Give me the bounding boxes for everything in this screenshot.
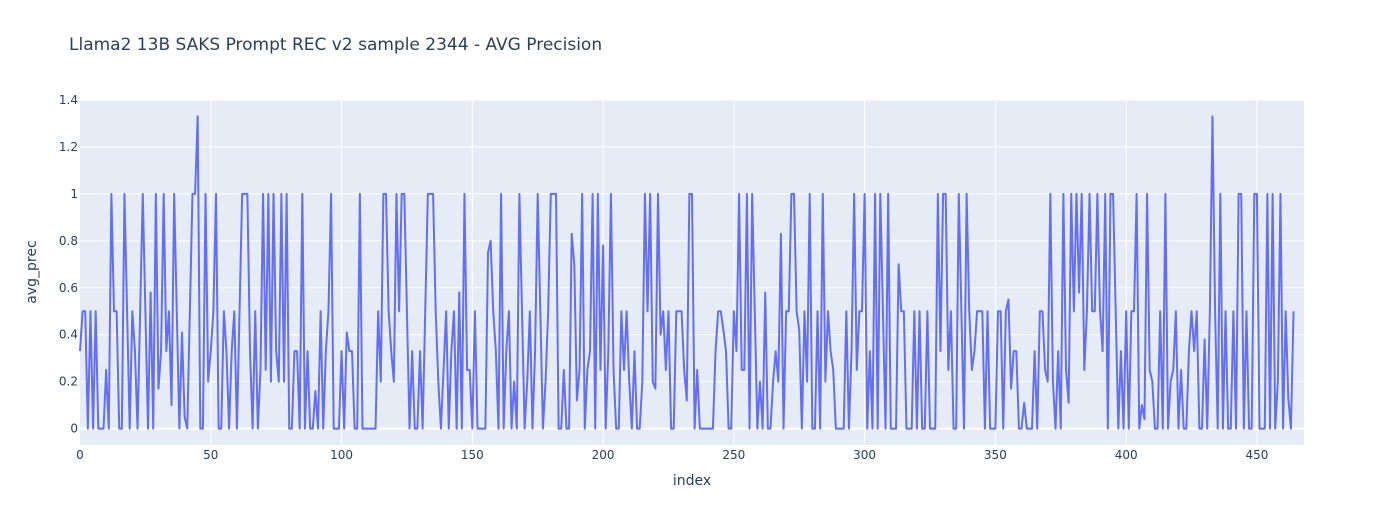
chart-title: Llama2 13B SAKS Prompt REC v2 sample 234… — [69, 35, 602, 55]
x-tick-label: 0 — [76, 448, 84, 462]
x-axis-ticks: 0 50 100 150 200 250 300 350 400 450 — [76, 448, 1268, 462]
x-axis-title: index — [673, 473, 711, 489]
series-group — [79, 115, 1295, 430]
y-tick-label: 0 — [70, 422, 78, 436]
x-tick-label: 450 — [1245, 448, 1268, 462]
x-tick-label: 400 — [1115, 448, 1138, 462]
x-tick-label: 350 — [984, 448, 1007, 462]
y-tick-label: 1 — [70, 187, 78, 201]
x-tick-label: 100 — [330, 448, 353, 462]
y-tick-label: 0.8 — [59, 234, 78, 248]
y-tick-label: 1.2 — [59, 140, 78, 154]
y-tick-label: 0.2 — [59, 375, 78, 389]
x-tick-label: 300 — [853, 448, 876, 462]
y-axis-ticks: 0 0.2 0.4 0.6 0.8 1 1.2 1.4 — [59, 93, 78, 436]
y-tick-label: 1.4 — [59, 93, 78, 107]
grid-lines — [80, 99, 1304, 445]
series-line — [79, 115, 1295, 430]
x-tick-label: 150 — [461, 448, 484, 462]
y-tick-label: 0.6 — [59, 281, 78, 295]
x-tick-label: 200 — [592, 448, 615, 462]
y-tick-label: 0.4 — [59, 328, 78, 342]
x-tick-label: 250 — [722, 448, 745, 462]
y-axis-title: avg_prec — [24, 240, 40, 303]
x-tick-label: 50 — [203, 448, 218, 462]
